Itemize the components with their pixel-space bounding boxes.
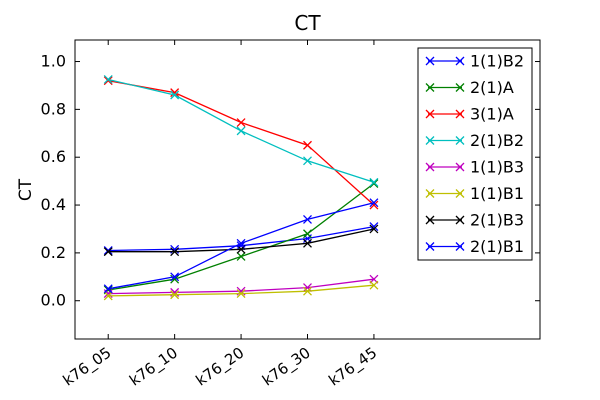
legend-entry-5: 1(1)B1 — [425, 184, 524, 203]
x-tick-label-1: k76_10 — [126, 344, 181, 391]
x-tick-label-4: k76_45 — [325, 344, 380, 391]
series-5-markers — [103, 280, 379, 301]
legend-marker-7 — [425, 242, 465, 251]
y-tick-label-1: 0.2 — [41, 243, 66, 262]
y-tick-label-0: 0.0 — [41, 291, 66, 310]
series-6-markers — [103, 224, 379, 257]
y-tick-label-2: 0.4 — [41, 195, 66, 214]
legend-label-3: 2(1)B2 — [470, 131, 524, 150]
series-1-markers — [103, 179, 379, 295]
x-tick-label-0: k76_05 — [60, 344, 115, 391]
series-7-markers — [103, 198, 379, 294]
legend-label-5: 1(1)B1 — [470, 184, 524, 203]
legend-marker-1 — [425, 83, 465, 92]
legend-label-2: 3(1)A — [470, 105, 514, 124]
series-4-markers — [103, 274, 379, 299]
series-0 — [103, 222, 379, 255]
x-tick-label-3: k76_30 — [259, 344, 314, 391]
y-tick-label-3: 0.6 — [41, 147, 66, 166]
legend-marker-6 — [425, 215, 465, 225]
legend-label-6: 2(1)B3 — [470, 211, 524, 230]
series-2 — [103, 76, 379, 210]
series-1-line — [108, 182, 375, 291]
legend-entry-4: 1(1)B3 — [425, 158, 524, 177]
series-5 — [103, 280, 379, 301]
series-6-line — [108, 228, 375, 253]
x-tick-label-2: k76_20 — [192, 344, 247, 391]
series-6 — [103, 224, 379, 257]
legend-entry-7: 2(1)B1 — [425, 237, 524, 256]
legend-marker-0 — [425, 56, 465, 66]
series-1 — [103, 179, 379, 295]
legend-label-4: 1(1)B3 — [470, 158, 524, 177]
series-7 — [103, 198, 379, 294]
legend-marker-2 — [425, 109, 465, 119]
legend-entry-0: 1(1)B2 — [425, 52, 524, 71]
legend-marker-3 — [425, 136, 465, 145]
series-2-markers — [103, 76, 379, 210]
axis-ticks — [75, 40, 540, 339]
legend-entry-2: 3(1)A — [425, 105, 514, 124]
y-tick-label-4: 0.8 — [41, 99, 66, 118]
series-0-line — [108, 225, 375, 252]
series-2-line — [108, 80, 375, 206]
legend-entry-3: 2(1)B2 — [425, 131, 524, 150]
legend-marker-5 — [425, 189, 465, 198]
chart-title: CT — [294, 11, 321, 35]
legend-entry-1: 2(1)A — [425, 78, 514, 97]
series-3 — [103, 75, 379, 187]
y-tick-label-5: 1.0 — [41, 52, 66, 71]
series-3-markers — [103, 75, 379, 187]
legend-frame — [417, 47, 533, 261]
legend-marker-4 — [425, 162, 465, 172]
legend-label-0: 1(1)B2 — [470, 52, 524, 71]
legend: 1(1)B2 2(1)A 3(1)A 2(1)B2 1(1)B3 1(1)B1 2(1)B3… — [417, 47, 533, 261]
legend-label-7: 2(1)B1 — [470, 237, 524, 256]
series-4 — [103, 274, 379, 299]
legend-entry-6: 2(1)B3 — [425, 211, 524, 230]
series-0-markers — [103, 222, 379, 255]
legend-label-1: 2(1)A — [470, 78, 514, 97]
